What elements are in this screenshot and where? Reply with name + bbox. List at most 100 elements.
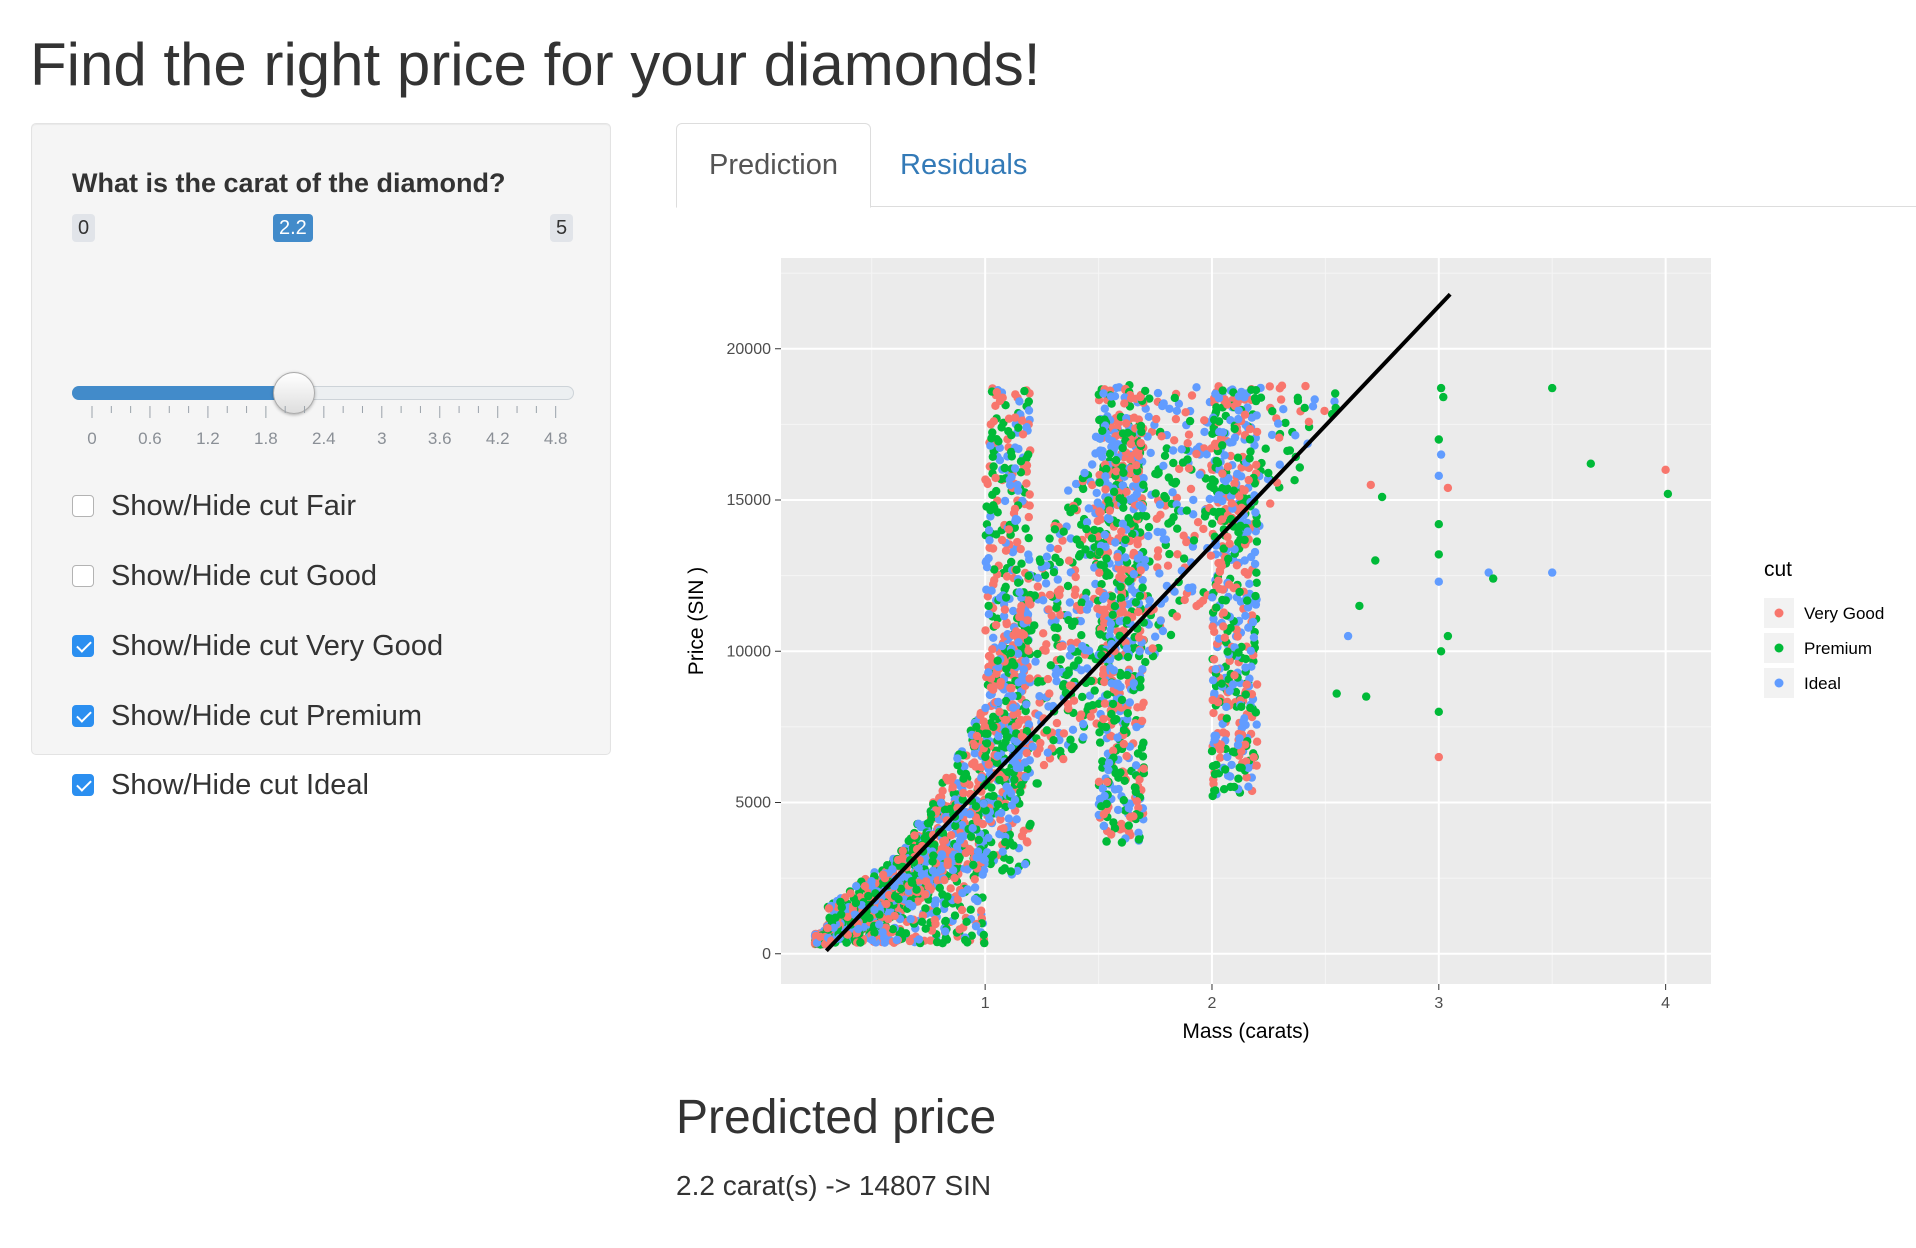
- data-point: [1320, 406, 1329, 416]
- data-point: [986, 859, 995, 869]
- data-point: [1159, 399, 1168, 408]
- data-point: [1222, 714, 1231, 723]
- data-point: [1006, 743, 1016, 753]
- data-point: [1002, 619, 1011, 629]
- data-point: [970, 875, 979, 884]
- data-point: [864, 891, 873, 901]
- data-point: [1189, 495, 1198, 505]
- data-point: [1010, 775, 1019, 784]
- data-point: [1213, 458, 1223, 468]
- data-point: [1096, 541, 1106, 550]
- data-point: [986, 420, 995, 429]
- data-point: [1136, 438, 1145, 448]
- data-point: [990, 565, 999, 574]
- data-point: [1011, 722, 1020, 731]
- checkbox-cut-very-good[interactable]: Show/Hide cut Very Good: [72, 626, 443, 666]
- data-point: [1098, 757, 1107, 766]
- data-point: [1000, 496, 1010, 506]
- data-point: [1436, 647, 1446, 656]
- data-point: [1094, 777, 1104, 786]
- data-point: [973, 817, 982, 826]
- data-point: [913, 897, 922, 906]
- data-point: [1024, 571, 1033, 580]
- data-point: [1133, 512, 1142, 521]
- data-point: [1059, 527, 1068, 536]
- data-point: [1079, 733, 1088, 742]
- data-point: [1024, 720, 1034, 729]
- data-point: [1218, 441, 1227, 450]
- tab-residuals[interactable]: Residuals: [900, 148, 1028, 181]
- data-point: [955, 925, 964, 934]
- data-point: [1234, 528, 1243, 537]
- checkbox-cut-premium[interactable]: Show/Hide cut Premium: [72, 696, 422, 736]
- checkbox-box[interactable]: [72, 774, 94, 796]
- data-point: [1355, 601, 1364, 611]
- slider-value-badge: 2.2: [273, 214, 313, 242]
- data-point: [948, 866, 958, 875]
- data-point: [1230, 545, 1239, 554]
- data-point: [1227, 760, 1236, 770]
- data-point: [1279, 405, 1288, 414]
- data-point: [1092, 488, 1101, 498]
- data-point: [1300, 403, 1309, 413]
- data-point: [1252, 578, 1261, 587]
- data-point: [1125, 698, 1134, 707]
- checkbox-box[interactable]: [72, 495, 94, 517]
- data-point: [948, 782, 957, 792]
- data-point: [1241, 690, 1250, 699]
- data-point: [1301, 381, 1310, 391]
- data-point: [1100, 791, 1109, 801]
- data-point: [980, 938, 989, 948]
- data-point: [1052, 603, 1061, 612]
- data-point: [1123, 652, 1133, 662]
- data-point: [1207, 747, 1217, 756]
- data-point: [993, 751, 1003, 760]
- data-point: [1247, 611, 1257, 620]
- data-point: [1144, 522, 1154, 532]
- data-point: [979, 717, 988, 726]
- data-point: [1169, 513, 1178, 522]
- data-point: [989, 579, 998, 589]
- tab-prediction[interactable]: Prediction: [676, 123, 871, 208]
- data-point: [1183, 439, 1192, 448]
- data-point: [1095, 568, 1104, 577]
- checkbox-box[interactable]: [72, 565, 94, 587]
- data-point: [1132, 461, 1141, 470]
- data-point: [1045, 534, 1054, 543]
- data-point: [1070, 590, 1080, 600]
- data-point: [1021, 773, 1030, 782]
- data-point: [1065, 598, 1075, 607]
- data-point: [1109, 666, 1119, 675]
- data-point: [1208, 695, 1217, 705]
- checkbox-box[interactable]: [72, 705, 94, 727]
- data-point: [1168, 488, 1177, 497]
- data-point: [1161, 494, 1170, 503]
- data-point: [1171, 477, 1181, 487]
- data-point: [1106, 619, 1116, 628]
- data-point: [1020, 758, 1030, 767]
- data-point: [1002, 572, 1012, 581]
- data-point: [1275, 384, 1284, 393]
- data-point: [1661, 465, 1670, 474]
- data-point: [1234, 648, 1243, 657]
- data-point: [921, 890, 930, 899]
- data-point: [972, 722, 981, 731]
- data-point: [1088, 480, 1097, 490]
- data-point: [1036, 557, 1045, 566]
- checkbox-cut-fair[interactable]: Show/Hide cut Fair: [72, 486, 356, 526]
- data-point: [1101, 485, 1110, 494]
- checkbox-cut-good[interactable]: Show/Hide cut Good: [72, 556, 377, 596]
- data-point: [1022, 837, 1031, 846]
- data-point: [993, 614, 1002, 623]
- data-point: [1249, 753, 1258, 762]
- data-point: [1118, 519, 1127, 528]
- data-point: [1171, 414, 1181, 424]
- data-point: [898, 846, 907, 856]
- data-point: [1231, 687, 1241, 697]
- slider-handle[interactable]: [273, 372, 315, 414]
- checkbox-box[interactable]: [72, 635, 94, 657]
- data-point: [1014, 638, 1023, 647]
- checkbox-cut-ideal[interactable]: Show/Hide cut Ideal: [72, 765, 369, 805]
- data-point: [1119, 503, 1128, 512]
- page-title: Find the right price for your diamonds!: [30, 31, 1041, 98]
